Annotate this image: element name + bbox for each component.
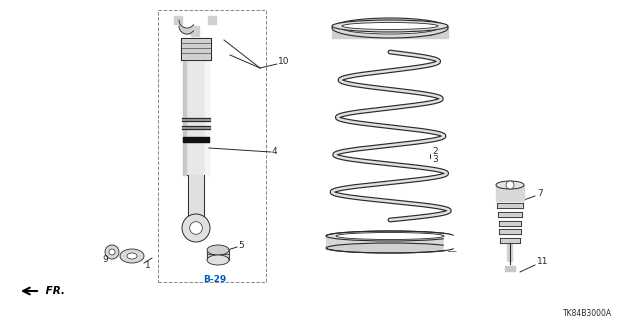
Text: 7: 7	[537, 189, 543, 197]
Text: 2: 2	[432, 147, 438, 157]
Ellipse shape	[326, 243, 454, 253]
Circle shape	[182, 214, 210, 242]
Ellipse shape	[207, 255, 229, 265]
Text: 10: 10	[278, 57, 289, 66]
Circle shape	[109, 249, 115, 255]
Text: 4: 4	[272, 147, 278, 157]
Ellipse shape	[207, 245, 229, 255]
Text: B-29: B-29	[204, 275, 227, 284]
Text: 8: 8	[447, 235, 452, 244]
Bar	[158, 10, 266, 282]
Ellipse shape	[342, 23, 438, 29]
Circle shape	[506, 181, 514, 189]
Text: 3: 3	[432, 155, 438, 165]
Ellipse shape	[127, 253, 137, 259]
Ellipse shape	[332, 18, 448, 38]
Ellipse shape	[342, 22, 438, 34]
Circle shape	[105, 245, 119, 259]
Text: 1: 1	[145, 261, 151, 270]
Ellipse shape	[336, 233, 444, 240]
Ellipse shape	[496, 181, 524, 189]
Text: 6: 6	[426, 28, 432, 38]
Text: 11: 11	[537, 257, 548, 266]
Text: TK84B3000A: TK84B3000A	[563, 308, 612, 317]
Text: 12: 12	[447, 244, 458, 254]
Text: 5: 5	[238, 241, 244, 249]
Ellipse shape	[120, 249, 144, 263]
Ellipse shape	[332, 20, 448, 32]
Text: FR.: FR.	[42, 286, 65, 296]
Ellipse shape	[326, 231, 454, 241]
Circle shape	[189, 222, 202, 234]
Text: 9: 9	[102, 256, 108, 264]
